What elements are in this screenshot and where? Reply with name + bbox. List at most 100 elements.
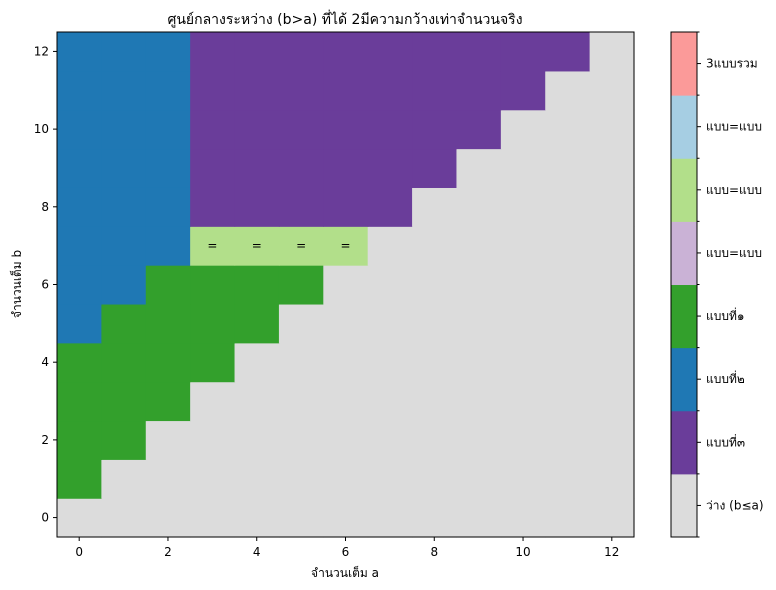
heatmap-cell (500, 459, 546, 499)
heatmap-cell (500, 342, 546, 383)
colorbar-label: แบบ=แบบ (706, 120, 762, 134)
heatmap-cell (278, 148, 324, 188)
cell-annotations: = = = = (207, 239, 350, 253)
heatmap-cell (57, 459, 102, 499)
heatmap-cell (367, 226, 413, 266)
heatmap-cell (323, 226, 369, 266)
heatmap-cell (145, 459, 191, 499)
heatmap-cell (500, 420, 546, 460)
heatmap-cells (57, 32, 635, 538)
x-axis-ticks: 0 2 4 6 8 10 12 (75, 537, 619, 559)
heatmap-cell (278, 187, 324, 227)
heatmap-cell (545, 420, 591, 460)
heatmap-cell (57, 226, 102, 266)
heatmap-cell (545, 226, 591, 266)
heatmap-cell (367, 459, 413, 499)
x-tick-label: 2 (164, 545, 172, 559)
heatmap-cell (545, 187, 591, 227)
cell-annotation: = (207, 239, 217, 253)
heatmap-cell (589, 342, 635, 383)
x-tick-label: 0 (75, 545, 83, 559)
colorbar-segment (671, 95, 697, 159)
heatmap-cell (367, 70, 413, 111)
heatmap-cell (545, 32, 591, 72)
heatmap-cell (145, 148, 191, 188)
heatmap-cell (412, 70, 458, 111)
heatmap-cell (101, 420, 147, 460)
heatmap-cell (500, 303, 546, 344)
colorbar-label: แบบที่๓ (706, 433, 745, 449)
heatmap-cell (323, 265, 369, 305)
heatmap-cell (145, 32, 191, 72)
heatmap-cell (500, 498, 546, 538)
heatmap-cell (412, 303, 458, 344)
y-tick-label: 0 (41, 511, 49, 525)
heatmap-cell (190, 265, 236, 305)
heatmap-cell (367, 381, 413, 422)
heatmap-cell (145, 109, 191, 150)
heatmap-cell (412, 109, 458, 150)
heatmap-cell (500, 70, 546, 111)
heatmap-cell (545, 70, 591, 111)
heatmap-cell (57, 265, 102, 305)
heatmap-cell (545, 459, 591, 499)
colorbar-label: แบบที่๒ (706, 370, 745, 386)
heatmap-cell (278, 70, 324, 111)
heatmap-cell (57, 303, 102, 344)
heatmap-cell (323, 459, 369, 499)
y-tick-label: 6 (41, 278, 49, 292)
heatmap-cell (412, 498, 458, 538)
heatmap-cell (101, 342, 147, 383)
colorbar-segment (671, 410, 697, 475)
heatmap-cell (101, 70, 147, 111)
heatmap-cell (234, 148, 280, 188)
heatmap-cell (145, 381, 191, 422)
heatmap-cell (234, 459, 280, 499)
heatmap-cell (57, 342, 102, 383)
heatmap-cell (456, 265, 502, 305)
heatmap-cell (545, 342, 591, 383)
heatmap-cell (500, 226, 546, 266)
heatmap-cell (545, 498, 591, 538)
heatmap-cell (323, 381, 369, 422)
heatmap-cell (234, 32, 280, 72)
heatmap-cell (323, 148, 369, 188)
heatmap-cell (456, 187, 502, 227)
y-tick-label: 8 (41, 200, 49, 214)
colorbar-label: 3แบบรวม (706, 57, 758, 71)
heatmap-cell (190, 109, 236, 150)
heatmap-cell (589, 498, 635, 538)
colorbar-segment (671, 32, 697, 96)
heatmap-cell (145, 265, 191, 305)
heatmap-cell (589, 109, 635, 150)
heatmap-cell (589, 32, 635, 72)
heatmap-cell (412, 420, 458, 460)
heatmap-cell (190, 70, 236, 111)
heatmap-cell (412, 148, 458, 188)
y-tick-label: 2 (41, 433, 49, 447)
heatmap-cell (456, 70, 502, 111)
y-tick-label: 4 (41, 355, 49, 369)
colorbar-label: แบบ=แบบ (706, 183, 762, 197)
heatmap-cell (101, 32, 147, 72)
heatmap-cell (500, 109, 546, 150)
colorbar: ว่าง (b≤a)แบบที่๓แบบที่๒แบบที่๑แบบ=แบบแบ… (671, 31, 764, 538)
heatmap-cell (323, 342, 369, 383)
heatmap-cell (456, 32, 502, 72)
heatmap-cell (101, 148, 147, 188)
heatmap-cell (367, 303, 413, 344)
heatmap-cell (367, 498, 413, 538)
heatmap-cell (456, 109, 502, 150)
heatmap-cell (500, 32, 546, 72)
heatmap-cell (323, 420, 369, 460)
heatmap-cell (367, 148, 413, 188)
heatmap-cell (589, 187, 635, 227)
heatmap-cell (234, 187, 280, 227)
heatmap-cell (234, 70, 280, 111)
heatmap-cell (101, 459, 147, 499)
heatmap-cell (545, 265, 591, 305)
heatmap-cell (145, 70, 191, 111)
heatmap-cell (545, 303, 591, 344)
heatmap-cell (589, 420, 635, 460)
heatmap-cell (278, 265, 324, 305)
